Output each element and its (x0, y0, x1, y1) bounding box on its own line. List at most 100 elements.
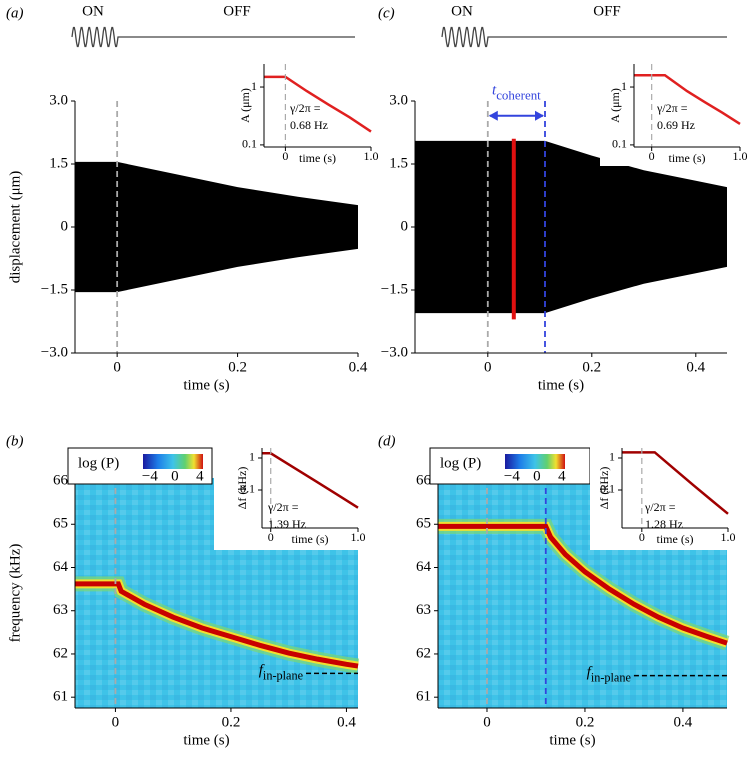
colorbar-tick-label: 0 (533, 468, 541, 484)
x-tick-label: 0 (484, 359, 492, 375)
coherence-label-main: t (492, 83, 497, 99)
y-tick-label: 1.5 (49, 155, 68, 171)
inset-line (264, 75, 372, 133)
inset-line (262, 452, 359, 509)
colorbar-tick-label: 4 (196, 468, 204, 484)
x-axis-label: time (s) (657, 532, 694, 546)
inset-annotation: 0.68 Hz (290, 118, 328, 132)
y-tick-label: 0.1 (240, 482, 255, 496)
colorbar (505, 454, 565, 469)
inset-annotation: 0.69 Hz (657, 118, 695, 132)
x-tick-label: 1.0 (733, 149, 748, 163)
x-axis-label: time (s) (183, 377, 229, 393)
colorbar-title: log (P) (440, 455, 481, 471)
colorbar-tick-label: 0 (171, 468, 179, 484)
coherence-label: tcoherent (492, 83, 541, 103)
inset-background (590, 438, 744, 550)
y-tick-label: 3.0 (49, 92, 68, 108)
y-axis-label: displacement (μm) (7, 171, 23, 284)
y-tick-label: 0.1 (612, 137, 627, 151)
reference-label-main: f (587, 665, 593, 681)
colorbar-tick-label: 4 (558, 468, 566, 484)
y-tick-label: 1.5 (389, 155, 408, 171)
inset-background (230, 58, 374, 166)
y-tick-label: 64 (53, 559, 69, 575)
colorbar-tick-label: −4 (142, 468, 158, 484)
inset-background (214, 438, 372, 550)
x-axis-label: time (s) (299, 151, 336, 165)
y-tick-label: −1.5 (41, 281, 68, 297)
y-tick-label: 65 (53, 516, 68, 532)
y-tick-label: 62 (416, 645, 431, 661)
y-axis-label: Δf (kHz) (235, 467, 249, 510)
y-tick-label: 0 (401, 218, 409, 234)
reference-label-main: f (259, 663, 265, 679)
x-tick-label: 1.0 (721, 530, 736, 544)
x-tick-label: 0 (268, 530, 274, 544)
inset-line (622, 451, 729, 515)
y-tick-label: −3.0 (41, 344, 68, 360)
x-tick-label: 0.4 (686, 359, 705, 375)
y-tick-label: 65 (416, 516, 431, 532)
x-axis-label: time (s) (669, 151, 706, 165)
inset-annotation: 1.39 Hz (268, 517, 306, 531)
y-tick-label: 3.0 (389, 92, 408, 108)
y-tick-label: 0 (61, 218, 69, 234)
y-tick-label: 0.1 (242, 137, 257, 151)
x-axis-label: time (s) (549, 732, 595, 748)
inset-annotation: γ/2π = (267, 500, 299, 514)
y-tick-label: 66 (416, 472, 432, 488)
envelope-area (75, 161, 358, 293)
panel-label: (a) (6, 5, 24, 21)
inset-annotation: 1.28 Hz (645, 517, 683, 531)
x-tick-label: 0.4 (349, 359, 368, 375)
reference-label-sub: in-plane (591, 670, 631, 684)
y-axis-label: Δf (kHz) (597, 467, 611, 510)
envelope-area (415, 140, 727, 314)
y-tick-label: −1.5 (381, 281, 408, 297)
x-axis-label: time (s) (183, 732, 229, 748)
y-tick-label: 63 (416, 602, 431, 618)
x-tick-label: 0.4 (674, 714, 693, 730)
drive-coil (441, 26, 727, 48)
y-tick-label: 1 (609, 450, 615, 464)
y-tick-label: 1 (621, 79, 627, 93)
drive-coil (71, 26, 355, 48)
y-tick-label: 1 (249, 450, 255, 464)
drive-on-label: ON (451, 3, 473, 19)
x-tick-label: 0.2 (582, 359, 601, 375)
reference-label: fin-plane (259, 663, 303, 682)
inset-annotation: γ/2π = (289, 101, 321, 115)
colorbar-title: log (P) (78, 455, 119, 471)
drive-off-label: OFF (223, 3, 251, 19)
x-tick-label: 0 (113, 359, 121, 375)
x-tick-label: 0.2 (576, 714, 595, 730)
y-axis-label: A (μm) (238, 88, 252, 123)
reference-label-sub: in-plane (263, 668, 303, 682)
y-tick-label: 1 (251, 79, 257, 93)
ridge-line (75, 581, 359, 669)
drive-on-label: ON (82, 3, 104, 19)
y-tick-label: 64 (416, 559, 432, 575)
x-tick-label: 1.0 (351, 530, 366, 544)
y-tick-label: −3.0 (381, 344, 408, 360)
y-tick-label: 0.1 (600, 482, 615, 496)
inset-line (634, 73, 741, 126)
y-axis-label: A (μm) (608, 88, 622, 123)
y-tick-label: 62 (53, 645, 68, 661)
y-axis-label: frequency (kHz) (7, 544, 23, 643)
y-tick-label: 66 (53, 472, 69, 488)
y-tick-label: 63 (53, 602, 68, 618)
drive-off-label: OFF (593, 3, 621, 19)
inset-annotation: γ/2π = (656, 101, 688, 115)
x-tick-label: 0 (639, 530, 645, 544)
colorbar (143, 454, 203, 469)
y-tick-label: 61 (416, 689, 431, 705)
panel-label: (c) (378, 5, 395, 21)
x-tick-label: 0 (649, 149, 655, 163)
x-tick-label: 0 (282, 149, 288, 163)
panel-label: (b) (6, 433, 24, 449)
colorbar-tick-label: −4 (504, 468, 520, 484)
y-tick-label: 61 (53, 689, 68, 705)
